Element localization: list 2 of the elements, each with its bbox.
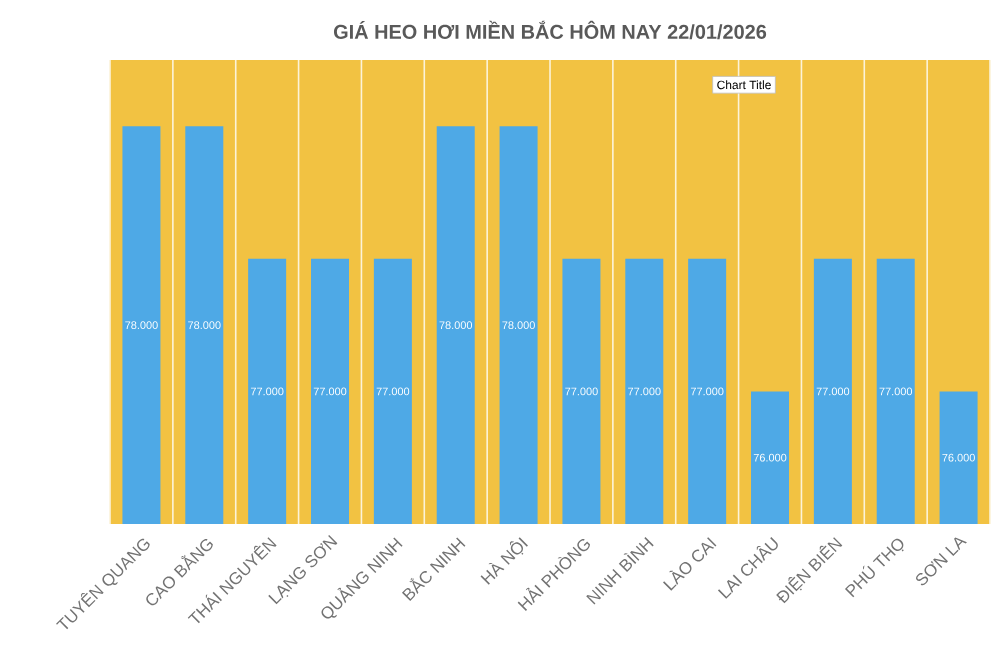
x-tick-label: HÀ NỘI — [480, 537, 528, 585]
chart-title: GIÁ HEO HƠI MIỀN BẮC HÔM NAY 22/01/2026 — [333, 20, 767, 40]
